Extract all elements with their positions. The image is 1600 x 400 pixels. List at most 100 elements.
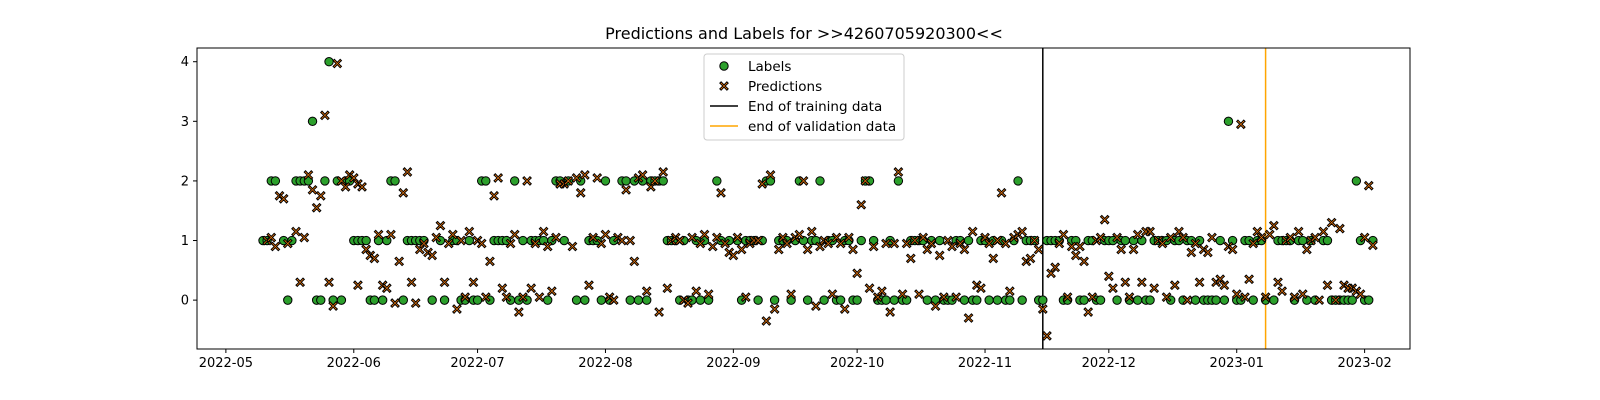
label-point [316,295,326,305]
prediction-point [1268,220,1279,231]
prediction-point [802,244,813,255]
label-point [819,295,829,305]
prediction-point [1050,262,1061,273]
prediction-point [1219,280,1230,291]
prediction-point [1310,232,1321,243]
prediction-point [324,277,334,288]
prediction-point [1136,277,1147,288]
prediction-point [435,220,446,231]
prediction-point [1178,232,1188,243]
prediction-point [1330,295,1341,306]
prediction-point [901,238,912,249]
label-point [559,235,569,246]
prediction-point [897,289,908,300]
prediction-point [551,232,561,243]
prediction-point [468,277,479,288]
prediction-point [1054,238,1065,249]
prediction-point [1120,277,1131,288]
prediction-point [563,175,574,186]
label-point [972,295,982,305]
prediction-point [398,187,409,198]
prediction-point [1326,217,1337,228]
prediction-point [291,226,301,237]
prediction-point [1161,292,1172,303]
label-point [695,295,706,305]
prediction-point [1293,226,1304,237]
prediction-point [716,187,726,198]
prediction-point [1202,247,1213,258]
label-point [1223,116,1234,127]
label-point [893,176,904,186]
vertical-lines [1042,48,1267,349]
label-point [1017,295,1027,305]
prediction-point [984,238,995,249]
prediction-point [856,199,867,210]
axes-frame [196,47,1411,350]
prediction-point [266,232,277,243]
prediction-point [1000,238,1011,249]
prediction-point [1017,226,1028,237]
prediction-point [352,280,363,291]
prediction-point [1116,244,1127,255]
legend-label: end of validation data [748,119,896,135]
prediction-point [621,184,632,195]
label-point [633,295,644,305]
label-point [509,176,520,186]
label-point [464,235,475,246]
prediction-point [959,244,970,255]
prediction-point [439,277,450,288]
label-point [625,295,635,305]
prediction-point [505,238,516,249]
label-point [658,176,668,186]
label-point [1095,295,1106,305]
x-tick-label: 2022-12 [1082,356,1136,371]
prediction-point [938,292,949,303]
prediction-point [625,235,636,246]
label-point [1013,176,1023,186]
prediction-point [930,301,941,312]
prediction-point [827,289,838,300]
prediction-point [885,307,896,317]
label-point [984,295,994,305]
legend-marker-predictions [719,81,729,91]
label-point [881,295,891,305]
label-point [369,295,380,305]
label-point [518,235,528,246]
prediction-point [868,241,879,252]
prediction-point [947,241,957,252]
prediction-point [1033,244,1044,255]
label-point [934,235,945,246]
label-point [753,295,763,305]
prediction-point [1273,277,1283,288]
prediction-point [835,238,846,249]
prediction-point [270,241,281,252]
label-point [815,176,825,186]
prediction-point [843,232,854,243]
prediction-point [1108,283,1118,294]
prediction-point [658,167,669,177]
prediction-point [926,238,937,249]
prediction-point [1145,226,1155,237]
prediction-point [1149,283,1160,294]
prediction-point [476,238,487,249]
prediction-point [1025,253,1036,264]
label-point [336,295,347,305]
prediction-point [889,238,900,249]
label-point [472,295,483,305]
prediction-point [1207,232,1217,243]
prediction-point [674,235,685,246]
prediction-point [934,250,945,261]
prediction-point [662,283,673,294]
prediction-point [848,244,858,255]
prediction-point [769,304,780,314]
prediction-point [443,238,454,249]
prediction-point [1256,232,1267,243]
prediction-point [480,292,491,303]
prediction-point [1070,250,1081,261]
prediction-point [282,238,293,249]
label-point [1211,295,1221,305]
label-point [427,295,437,305]
label-point [324,57,334,67]
prediction-point [385,229,396,240]
